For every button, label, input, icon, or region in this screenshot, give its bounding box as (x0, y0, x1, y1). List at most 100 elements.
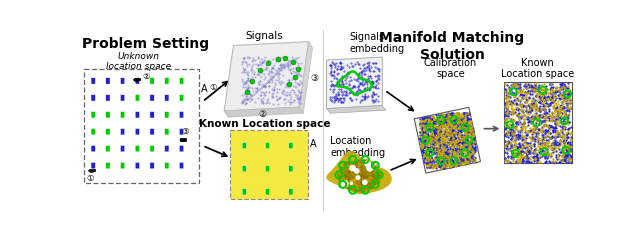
Point (559, 151, 570, 154)
Point (440, 162, 451, 166)
Point (541, 129, 551, 132)
Point (447, 138, 457, 142)
Point (419, 144, 429, 148)
Point (439, 121, 449, 125)
Point (442, 142, 452, 146)
Point (503, 124, 513, 128)
Point (433, 145, 443, 149)
Point (420, 141, 431, 145)
Point (436, 138, 446, 142)
Point (447, 121, 457, 125)
Point (562, 136, 572, 140)
Point (452, 154, 462, 158)
Point (433, 115, 444, 119)
Point (440, 146, 451, 150)
Point (442, 163, 452, 167)
Point (467, 140, 477, 144)
Point (547, 98, 557, 102)
Point (501, 122, 511, 126)
Point (521, 93, 531, 97)
Point (545, 114, 556, 118)
Point (540, 93, 550, 97)
Point (469, 148, 479, 152)
Point (460, 143, 470, 147)
Point (547, 111, 557, 115)
FancyBboxPatch shape (106, 95, 110, 101)
Point (460, 114, 470, 117)
Point (424, 162, 434, 166)
Point (531, 102, 541, 105)
Point (420, 139, 430, 143)
Point (453, 141, 463, 144)
Point (564, 107, 574, 111)
Point (563, 113, 573, 117)
Point (529, 149, 540, 152)
Point (445, 165, 456, 169)
Point (415, 122, 426, 126)
Point (419, 152, 429, 155)
Point (452, 134, 463, 138)
Point (536, 84, 547, 87)
Point (467, 153, 477, 156)
Point (532, 118, 543, 122)
Point (434, 129, 444, 133)
Point (520, 100, 531, 104)
Point (561, 138, 572, 142)
FancyBboxPatch shape (106, 145, 110, 152)
Point (516, 93, 527, 96)
FancyBboxPatch shape (266, 166, 269, 172)
Point (426, 118, 436, 121)
Point (420, 149, 430, 153)
Point (422, 150, 433, 154)
Point (440, 153, 450, 157)
Point (429, 147, 440, 151)
Point (426, 126, 436, 129)
Point (437, 145, 447, 149)
Point (524, 103, 534, 107)
Point (520, 140, 530, 144)
Point (433, 127, 444, 130)
Point (441, 113, 451, 116)
Point (541, 146, 551, 150)
Point (463, 142, 474, 146)
Point (428, 124, 438, 127)
Point (531, 152, 541, 155)
Point (515, 108, 525, 112)
Point (433, 125, 443, 129)
Point (448, 122, 458, 126)
Point (458, 119, 468, 123)
Point (444, 153, 454, 156)
Point (460, 135, 470, 139)
Point (450, 143, 460, 147)
Point (433, 153, 444, 157)
Point (420, 150, 431, 154)
Point (431, 121, 442, 125)
Point (547, 85, 557, 89)
Point (564, 94, 574, 98)
Point (529, 131, 539, 135)
Point (450, 140, 460, 144)
Point (459, 138, 469, 142)
Point (563, 131, 573, 135)
Point (436, 159, 447, 163)
Point (452, 121, 462, 125)
Point (433, 132, 443, 135)
Point (447, 112, 458, 116)
Point (442, 149, 452, 153)
Point (421, 158, 431, 162)
Point (539, 109, 549, 112)
Point (563, 152, 573, 156)
Point (458, 162, 468, 166)
Point (543, 94, 553, 98)
Point (430, 151, 440, 154)
Point (550, 159, 561, 163)
Point (429, 142, 440, 146)
Point (464, 141, 474, 145)
Point (449, 137, 459, 141)
Point (525, 117, 535, 121)
Point (504, 85, 514, 89)
Point (566, 135, 577, 139)
Point (431, 139, 442, 143)
Point (465, 147, 476, 151)
Point (527, 137, 538, 140)
